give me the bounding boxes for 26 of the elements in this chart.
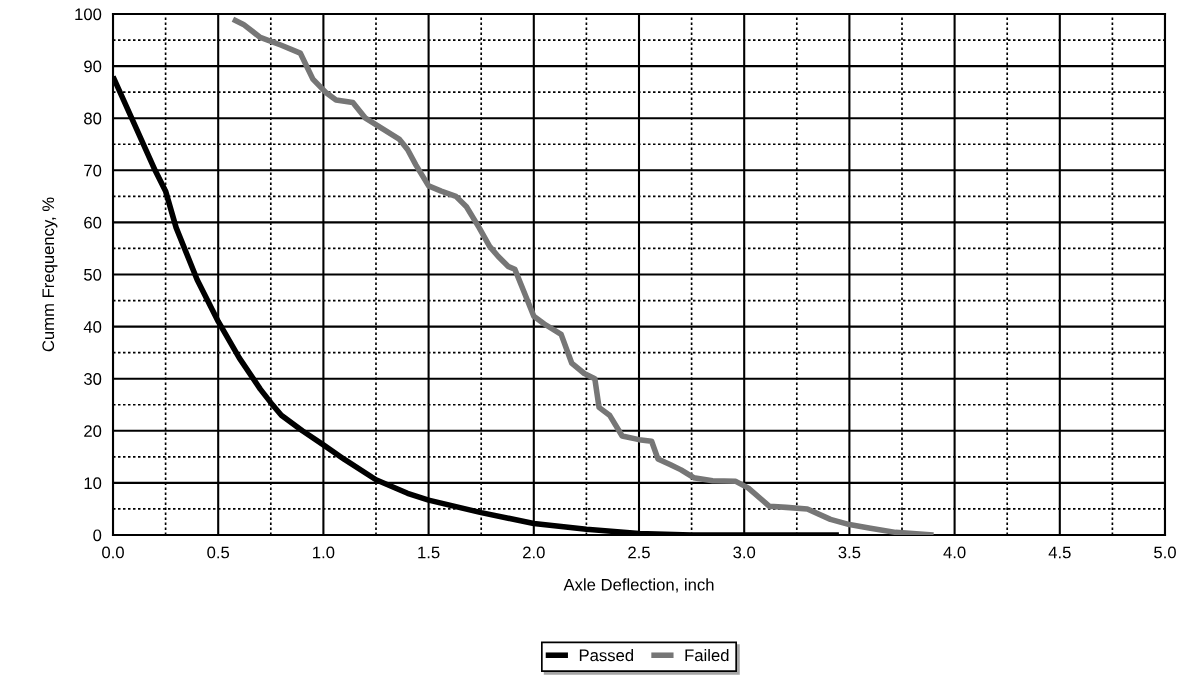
legend-label: Failed	[685, 648, 729, 662]
y-tick-label: 10	[84, 477, 102, 490]
x-tick-label: 3.0	[733, 546, 756, 559]
y-tick-label: 40	[83, 321, 102, 333]
x-tick-label: 0.5	[207, 546, 230, 559]
x-tick-label: 5.0	[1154, 546, 1176, 559]
legend-label: Passed	[579, 648, 634, 662]
y-tick-label: 80	[84, 112, 102, 125]
x-tick-label: 2.0	[523, 546, 545, 559]
y-tick-label: 90	[84, 60, 102, 73]
x-tick-label: 1.5	[418, 546, 440, 559]
x-tick-label: 4.0	[943, 546, 966, 559]
y-tick-label: 0	[93, 529, 102, 542]
x-axis-title: Axle Deflection, inch	[563, 578, 714, 593]
x-tick-label: 3.5	[838, 546, 861, 559]
y-tick-label: 60	[84, 216, 102, 229]
y-axis-title: Cumm Frequency, %	[42, 197, 58, 352]
y-tick-label: 30	[83, 373, 102, 385]
x-tick-label: 4.5	[1048, 546, 1071, 559]
y-tick-label: 70	[84, 164, 102, 177]
x-tick-label: 2.5	[628, 546, 650, 559]
x-tick-label: 0.0	[102, 546, 124, 559]
y-tick-label: 100	[75, 8, 102, 21]
y-tick-label: 50	[84, 268, 102, 281]
x-tick-label: 1.0	[313, 546, 335, 559]
y-tick-label: 20	[84, 425, 102, 437]
